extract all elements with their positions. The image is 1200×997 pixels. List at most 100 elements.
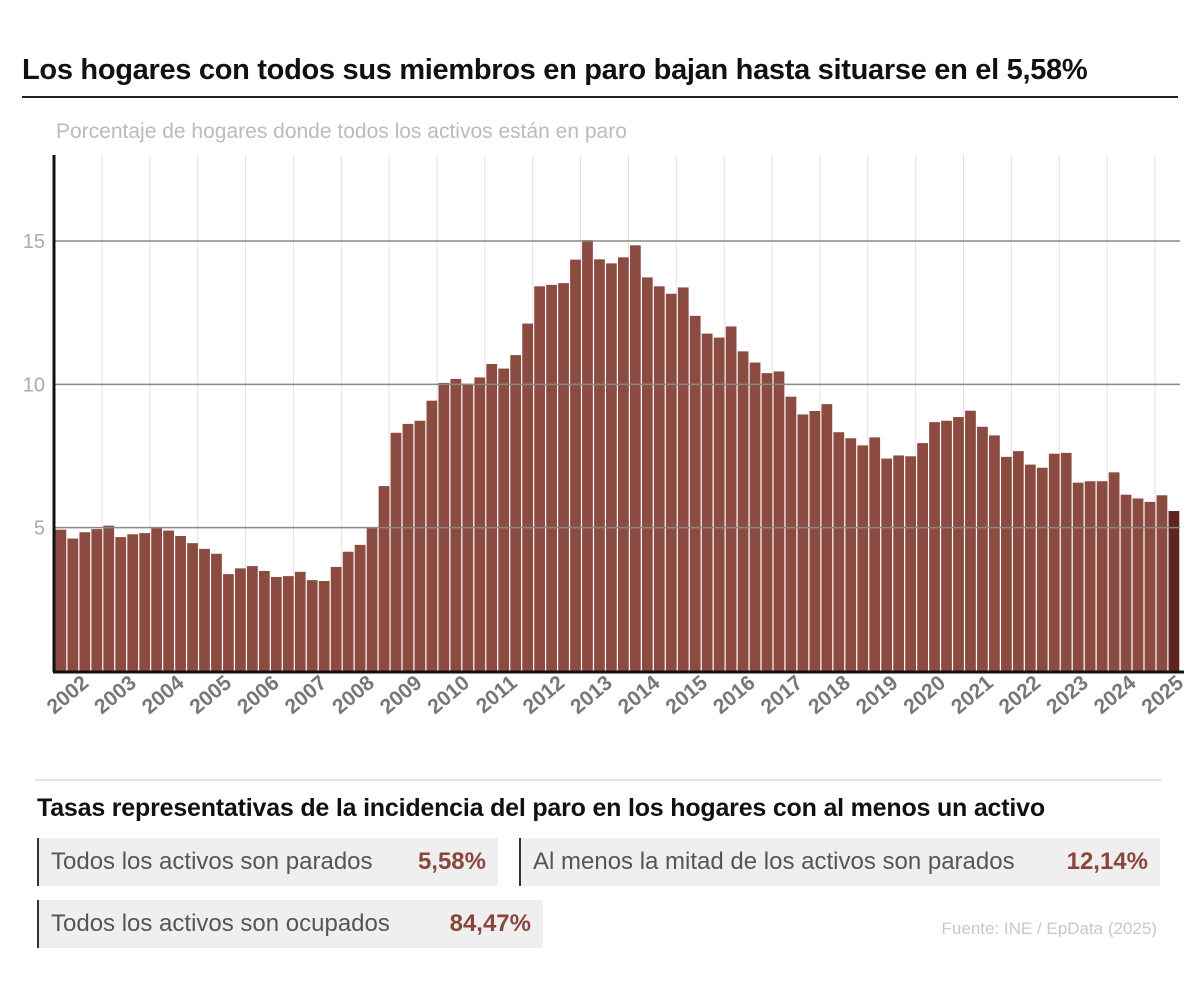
bar xyxy=(450,378,462,671)
bar xyxy=(977,426,988,671)
bar xyxy=(139,533,151,671)
bar xyxy=(330,566,342,671)
x-tick-label: 2002 xyxy=(43,671,94,719)
summary-heading: Tasas representativas de la incidencia d… xyxy=(37,794,1045,822)
y-tick-label: 10 xyxy=(23,374,45,396)
bar xyxy=(570,259,581,671)
bar xyxy=(606,263,617,671)
bar xyxy=(1060,452,1072,671)
bar xyxy=(857,445,869,671)
chart-subtitle: Porcentaje de hogares donde todos los ac… xyxy=(56,120,627,143)
bar xyxy=(701,333,713,671)
bar xyxy=(929,422,940,671)
x-tick-label: 2022 xyxy=(995,671,1046,719)
bar xyxy=(594,259,605,671)
bar xyxy=(342,551,354,671)
bar xyxy=(785,396,797,671)
bar xyxy=(725,326,737,671)
bar xyxy=(893,455,905,671)
bar xyxy=(689,315,701,671)
bar xyxy=(905,456,917,671)
bar xyxy=(965,410,976,671)
bar xyxy=(402,423,414,671)
x-tick-label: 2011 xyxy=(472,671,522,718)
bar xyxy=(1144,501,1156,671)
bar xyxy=(67,538,79,671)
bar xyxy=(235,568,246,671)
x-tick-label: 2024 xyxy=(1090,671,1141,719)
bar xyxy=(558,283,569,671)
bar xyxy=(629,245,641,672)
x-tick-label: 2008 xyxy=(328,671,379,719)
bar xyxy=(103,525,115,671)
source-note: Fuente: INE / EpData (2025) xyxy=(941,919,1157,938)
x-tick-label: 2012 xyxy=(519,671,570,719)
x-tick-label: 2016 xyxy=(709,671,760,719)
bar xyxy=(390,432,402,671)
x-tick-label: 2015 xyxy=(661,671,712,719)
bar xyxy=(833,432,845,671)
bar xyxy=(845,438,857,671)
bar xyxy=(953,417,964,671)
bar xyxy=(1000,456,1012,671)
stat-label: Al menos la mitad de los activos son par… xyxy=(533,848,1015,875)
x-tick-label: 2013 xyxy=(566,671,617,719)
bar xyxy=(115,537,127,671)
x-tick-label: 2025 xyxy=(1137,671,1188,719)
stat-half-unemployed: Al menos la mitad de los activos son par… xyxy=(519,838,1160,886)
bar xyxy=(941,420,952,671)
stat-label: Todos los activos son ocupados xyxy=(51,910,390,937)
bar xyxy=(127,534,139,671)
x-tick-label: 2021 xyxy=(947,671,998,719)
bar xyxy=(294,571,306,671)
x-tick-label: 2023 xyxy=(1042,671,1093,719)
x-tick-label: 2003 xyxy=(90,671,141,719)
section-divider xyxy=(35,779,1161,781)
x-tick-label: 2009 xyxy=(376,671,427,719)
bar xyxy=(474,377,486,671)
bar xyxy=(749,362,761,671)
bar xyxy=(270,576,282,671)
bar xyxy=(1132,498,1144,671)
x-tick-label: 2005 xyxy=(185,671,236,719)
bar xyxy=(510,355,522,671)
bar xyxy=(546,284,557,671)
bar xyxy=(713,337,725,671)
bar xyxy=(809,410,821,671)
x-tick-label: 2019 xyxy=(852,671,903,719)
bar xyxy=(1156,495,1168,671)
bar xyxy=(175,535,186,671)
bar xyxy=(306,580,318,671)
bar xyxy=(211,553,222,671)
bar xyxy=(1096,481,1108,671)
bar xyxy=(641,277,653,671)
bar xyxy=(1108,472,1120,671)
bar xyxy=(582,240,593,671)
bar xyxy=(366,528,378,671)
bar xyxy=(1072,482,1084,671)
bar xyxy=(1120,494,1132,671)
bar xyxy=(426,400,438,671)
bar xyxy=(737,351,749,671)
bar xyxy=(1036,467,1048,671)
stat-value: 84,47% xyxy=(449,910,531,937)
bar xyxy=(797,414,809,671)
bar xyxy=(163,530,174,671)
bar xyxy=(1012,451,1024,671)
bar xyxy=(917,443,928,671)
bar xyxy=(187,543,198,671)
bar xyxy=(881,458,893,671)
bar xyxy=(91,529,103,671)
chart-title: Los hogares con todos sus miembros en pa… xyxy=(22,54,1088,86)
bar xyxy=(258,570,270,671)
bar xyxy=(653,286,665,671)
title-divider xyxy=(22,96,1178,98)
bar xyxy=(414,420,426,671)
x-tick-label: 2007 xyxy=(281,671,332,719)
bar xyxy=(282,576,294,671)
x-tick-label: 2006 xyxy=(233,671,284,719)
stat-all-employed: Todos los activos son ocupados 84,47% xyxy=(37,900,543,948)
bar xyxy=(1084,481,1096,671)
bar xyxy=(223,574,234,671)
bar xyxy=(773,371,785,671)
